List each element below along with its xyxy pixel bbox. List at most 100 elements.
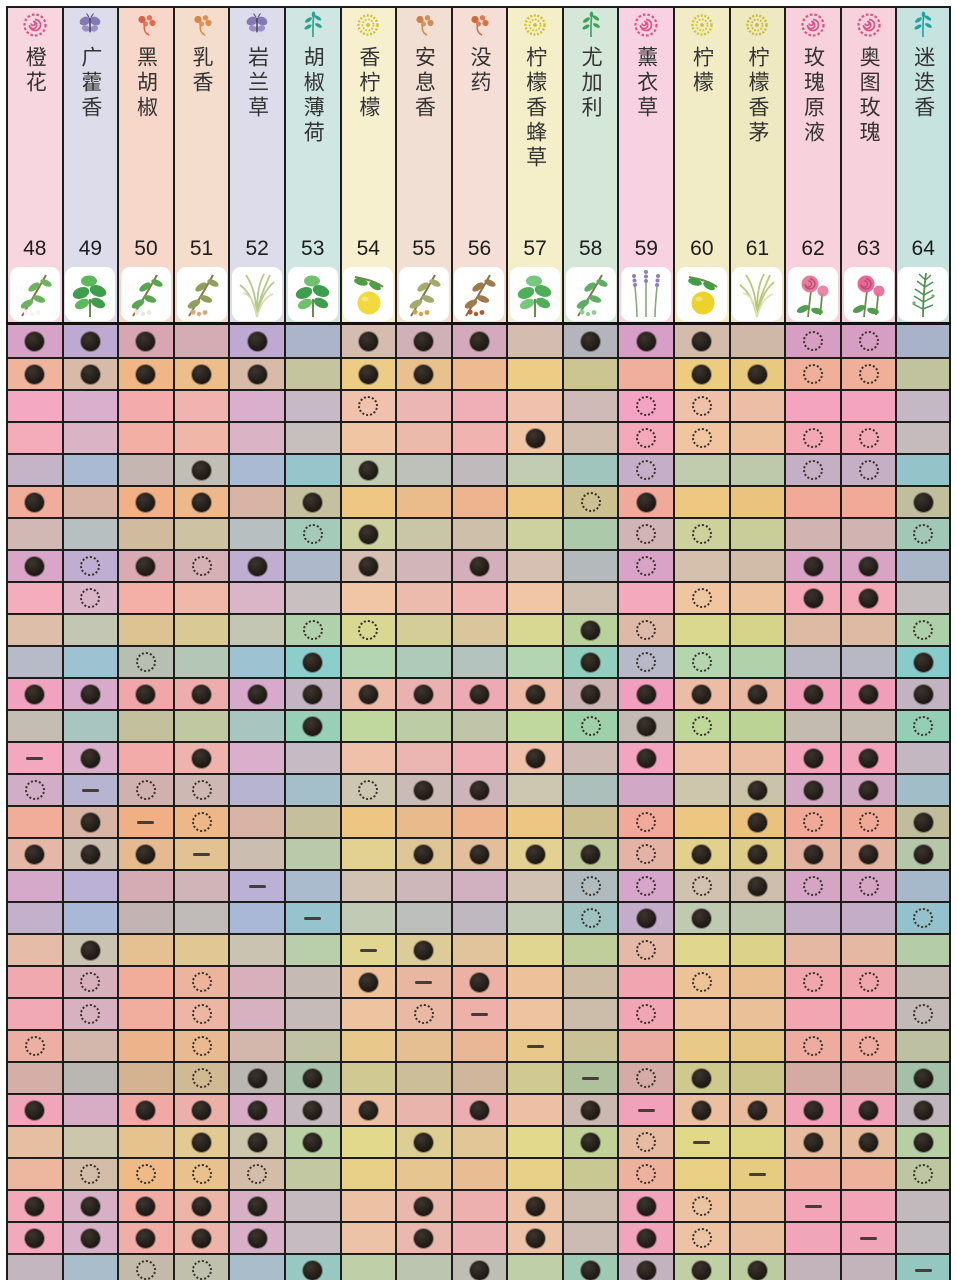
oil-illustration (176, 267, 227, 321)
matrix-cell (506, 1223, 562, 1253)
column-header: 安息香 55 (395, 8, 451, 322)
matrix-cell (283, 999, 340, 1029)
dotted-circle-mark (913, 1164, 934, 1184)
dotted-circle-mark (803, 460, 824, 480)
matrix-cell (561, 391, 618, 421)
matrix-cell (228, 807, 284, 837)
matrix-cell (228, 487, 284, 517)
matrix-cell (339, 967, 396, 997)
matrix-cell (339, 359, 396, 389)
matrix-cell (6, 967, 62, 997)
matrix-cell (450, 1031, 507, 1061)
matrix-cell (895, 583, 951, 613)
filled-dot-mark (859, 684, 879, 704)
filled-dot-mark (414, 940, 434, 960)
matrix-cell (395, 743, 451, 773)
filled-dot-mark (692, 1260, 712, 1280)
matrix-cell (61, 423, 118, 453)
filled-dot-mark (913, 812, 933, 832)
filled-dot-mark (747, 844, 767, 864)
matrix-cell (895, 391, 951, 421)
matrix-cell (728, 903, 785, 933)
oil-illustration (454, 267, 505, 321)
matrix-cell (561, 1127, 618, 1157)
matrix-cell (561, 519, 618, 549)
matrix-cell (506, 743, 562, 773)
filled-dot-mark (581, 1260, 601, 1280)
matrix-cell (395, 1255, 451, 1280)
filled-dot-mark (469, 844, 489, 864)
matrix-row (6, 549, 951, 581)
matrix-cell (561, 615, 618, 645)
filled-dot-mark (80, 364, 100, 384)
matrix-cell (839, 1063, 896, 1093)
matrix-cell (61, 935, 118, 965)
matrix-cell (784, 551, 840, 581)
oil-number: 58 (578, 237, 603, 260)
matrix-cell (117, 1095, 173, 1125)
filled-dot-mark (358, 684, 378, 704)
matrix-cell (228, 1159, 284, 1189)
matrix-cell (561, 551, 618, 581)
filled-dot-mark (803, 684, 823, 704)
matrix-cell (450, 999, 507, 1029)
matrix-cell (895, 839, 951, 869)
oil-number: 63 (856, 237, 881, 260)
matrix-cell (339, 807, 396, 837)
filled-dot-mark (581, 652, 601, 672)
butterfly-icon (243, 11, 271, 39)
matrix-cell (617, 455, 674, 485)
filled-dot-mark (859, 1100, 879, 1120)
matrix-cell (172, 615, 229, 645)
matrix-cell (172, 1031, 229, 1061)
matrix-cell (839, 1095, 896, 1125)
matrix-row (6, 805, 951, 837)
matrix-cell (839, 325, 896, 357)
matrix-cell (61, 775, 118, 805)
matrix-cell (673, 679, 729, 709)
matrix-cell (617, 1095, 674, 1125)
matrix-cell (172, 423, 229, 453)
matrix-cell (617, 519, 674, 549)
matrix-cell (395, 1063, 451, 1093)
matrix-cell (784, 1223, 840, 1253)
filled-dot-mark (247, 1100, 267, 1120)
matrix-cell (561, 359, 618, 389)
matrix-cell (228, 1127, 284, 1157)
mark-matrix (6, 322, 951, 1280)
matrix-cell (395, 903, 451, 933)
matrix-cell (395, 775, 451, 805)
matrix-cell (117, 359, 173, 389)
matrix-cell (784, 935, 840, 965)
matrix-cell (6, 743, 62, 773)
matrix-cell (839, 1031, 896, 1061)
matrix-cell (561, 1063, 618, 1093)
matrix-cell (172, 871, 229, 901)
dotted-circle-mark (858, 428, 879, 448)
matrix-cell (283, 583, 340, 613)
matrix-cell (172, 647, 229, 677)
matrix-cell (172, 1255, 229, 1280)
matrix-cell (617, 999, 674, 1029)
matrix-row (6, 1061, 951, 1093)
dotted-circle-mark (135, 780, 156, 800)
matrix-cell (228, 1063, 284, 1093)
dotted-circle-mark (636, 876, 657, 896)
matrix-cell (895, 551, 951, 581)
filled-dot-mark (358, 556, 378, 576)
matrix-cell (283, 839, 340, 869)
filled-dot-mark (469, 556, 489, 576)
matrix-cell (673, 1255, 729, 1280)
matrix-cell (839, 871, 896, 901)
matrix-cell (61, 1255, 118, 1280)
matrix-cell (839, 967, 896, 997)
matrix-row (6, 453, 951, 485)
oil-number: 62 (801, 237, 825, 260)
matrix-cell (228, 423, 284, 453)
filled-dot-mark (913, 684, 933, 704)
dotted-circle-mark (803, 364, 824, 384)
matrix-cell (506, 519, 562, 549)
sprig-icon (909, 11, 937, 39)
matrix-cell (450, 647, 507, 677)
filled-dot-mark (414, 1228, 434, 1248)
